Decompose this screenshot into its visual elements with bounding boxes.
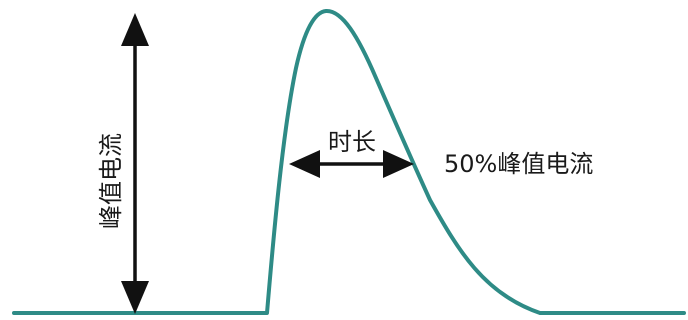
peak-current-label: 峰值电流: [97, 133, 125, 229]
arrow-head-left: [289, 150, 320, 178]
arrow-head-down: [121, 281, 149, 314]
pulse-curve: [12, 9, 686, 315]
arrow-head-up: [121, 13, 149, 46]
arrow-head-right: [383, 150, 414, 178]
duration-label: 时长: [328, 128, 376, 156]
peak-current-arrow: [121, 13, 149, 314]
duration-arrow: [289, 150, 414, 178]
half-peak-current-label: 50%峰值电流: [444, 150, 593, 178]
